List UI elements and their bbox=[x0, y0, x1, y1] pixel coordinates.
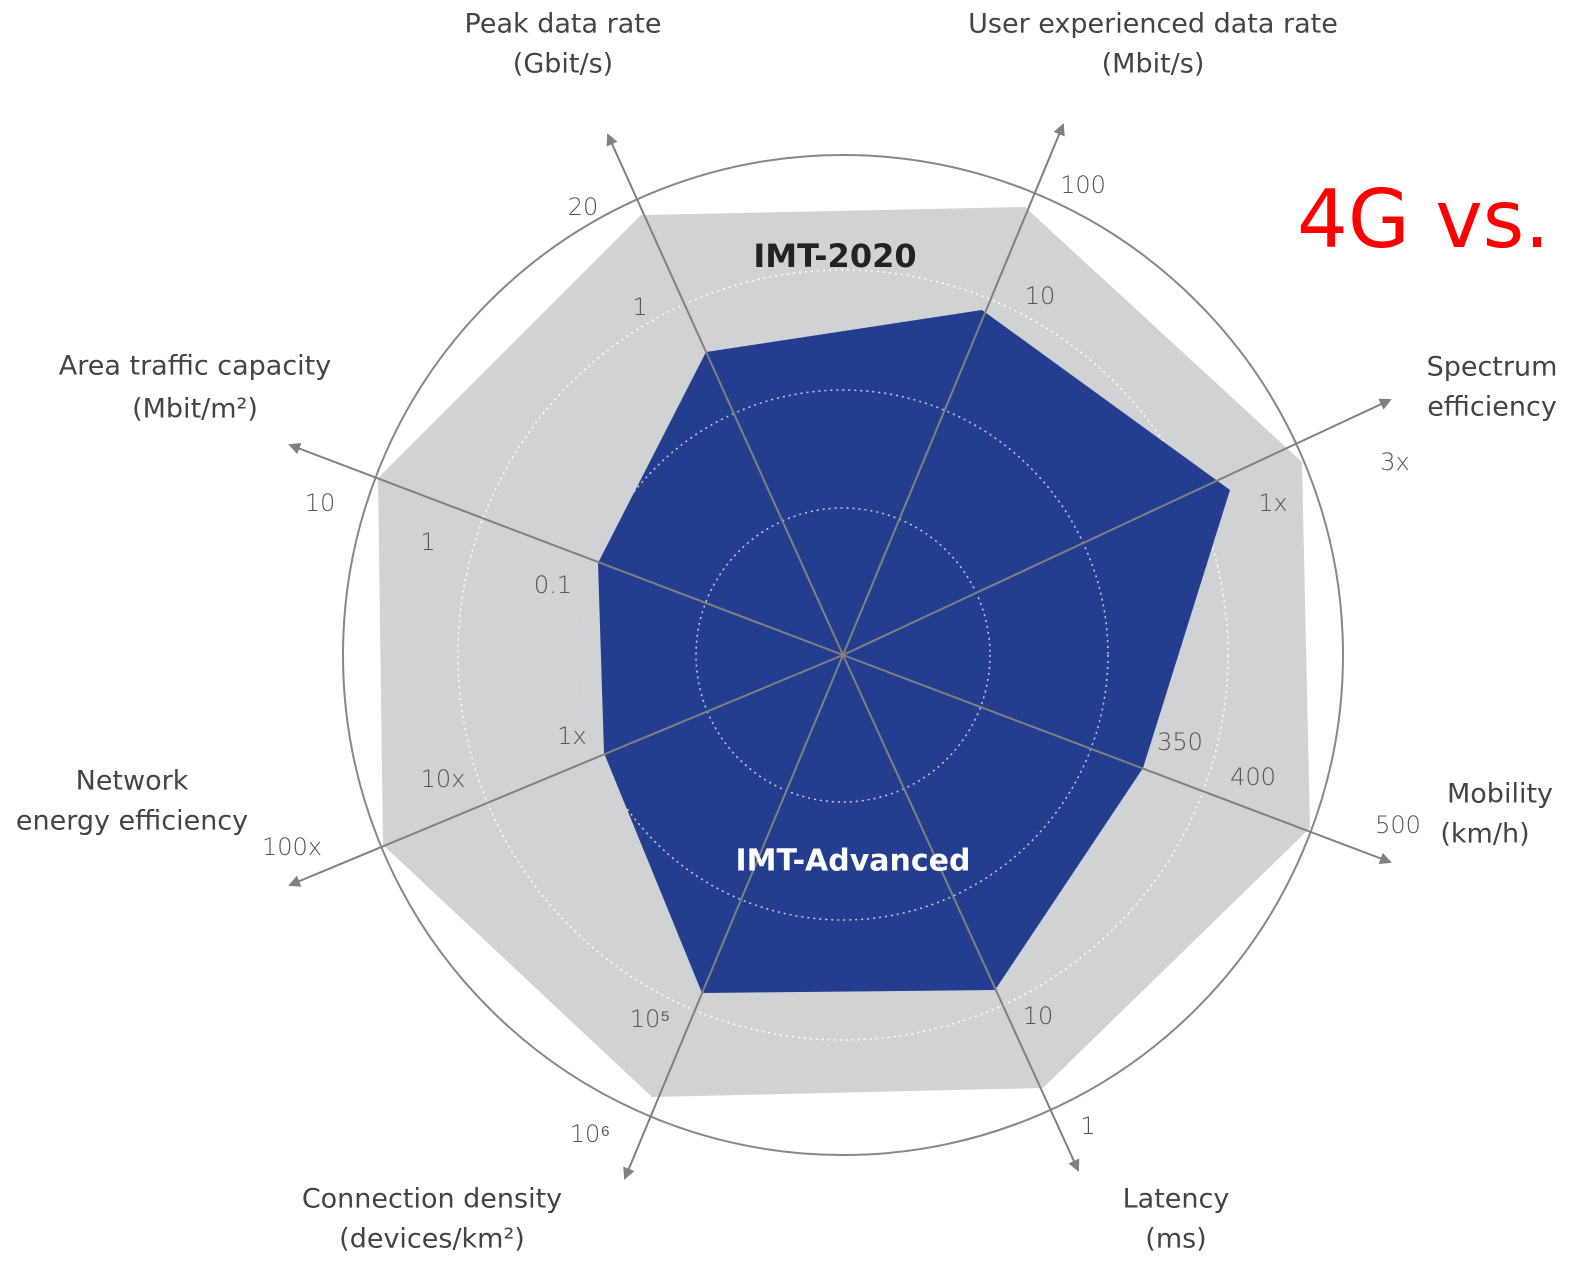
axis-label: Area traffic capacity bbox=[59, 351, 331, 382]
tick-label: 10 bbox=[305, 489, 336, 517]
axis-arrow bbox=[606, 133, 844, 656]
tick-label: 10 bbox=[1023, 1002, 1054, 1030]
axis-label: Latency bbox=[1123, 1184, 1230, 1215]
axis-label: (devices/km²) bbox=[339, 1224, 525, 1255]
axis-label: Mobility bbox=[1447, 779, 1553, 810]
tick-label: 1 bbox=[632, 293, 647, 321]
tick-label: 3x bbox=[1380, 448, 1409, 476]
title: 4G vs. bbox=[1297, 173, 1550, 266]
tick-label: 0.1 bbox=[534, 571, 572, 599]
tick-label: 20 bbox=[568, 193, 599, 221]
tick-label: 350 bbox=[1157, 728, 1203, 756]
axis-arrow bbox=[842, 654, 1392, 865]
axis-arrow bbox=[842, 654, 1080, 1172]
axis-label: (Gbit/s) bbox=[513, 49, 613, 80]
tick-label: 10 bbox=[1025, 282, 1056, 310]
axis-label: energy efficiency bbox=[16, 806, 248, 837]
tick-label: 400 bbox=[1230, 763, 1276, 791]
tick-label: 1x bbox=[1258, 489, 1287, 517]
axis-arrow bbox=[842, 123, 1065, 656]
axis-arrow bbox=[623, 654, 844, 1180]
axis-label: (Mbit/m²) bbox=[132, 394, 258, 425]
axis-label: Connection density bbox=[302, 1184, 562, 1215]
outer-circle bbox=[342, 154, 1344, 1156]
axis-label: efficiency bbox=[1427, 392, 1557, 423]
dotted-circle bbox=[457, 269, 1229, 1041]
imt-advanced-area bbox=[598, 310, 1230, 993]
axis-label: Peak data rate bbox=[465, 9, 662, 40]
tick-label: 1 bbox=[420, 528, 435, 556]
tick-label: 10x bbox=[421, 765, 466, 793]
region-label: IMT-2020 bbox=[753, 237, 916, 275]
axis-label: User experienced data rate bbox=[968, 9, 1338, 40]
dotted-circle bbox=[695, 507, 991, 803]
axis-label: (km/h) bbox=[1440, 819, 1529, 850]
region-label: IMT-Advanced bbox=[736, 844, 971, 879]
dotted-circle bbox=[577, 389, 1109, 921]
tick-label: 100x bbox=[262, 833, 322, 861]
tick-label: 1 bbox=[1080, 1112, 1095, 1140]
axis-arrow bbox=[842, 398, 1392, 656]
axis-label: (ms) bbox=[1145, 1224, 1206, 1255]
axis-arrow bbox=[288, 654, 844, 887]
tick-label: 100 bbox=[1060, 171, 1106, 199]
axis-label: Spectrum bbox=[1427, 352, 1558, 383]
axis-label: (Mbit/s) bbox=[1102, 49, 1205, 80]
tick-label: 1x bbox=[557, 722, 586, 750]
tick-label: 10⁶ bbox=[570, 1120, 610, 1148]
axes bbox=[288, 123, 1392, 1180]
axis-arrow bbox=[288, 442, 844, 656]
axis-label: Network bbox=[76, 766, 189, 797]
tick-label: 10⁵ bbox=[630, 1005, 671, 1033]
tick-label: 500 bbox=[1375, 811, 1421, 839]
